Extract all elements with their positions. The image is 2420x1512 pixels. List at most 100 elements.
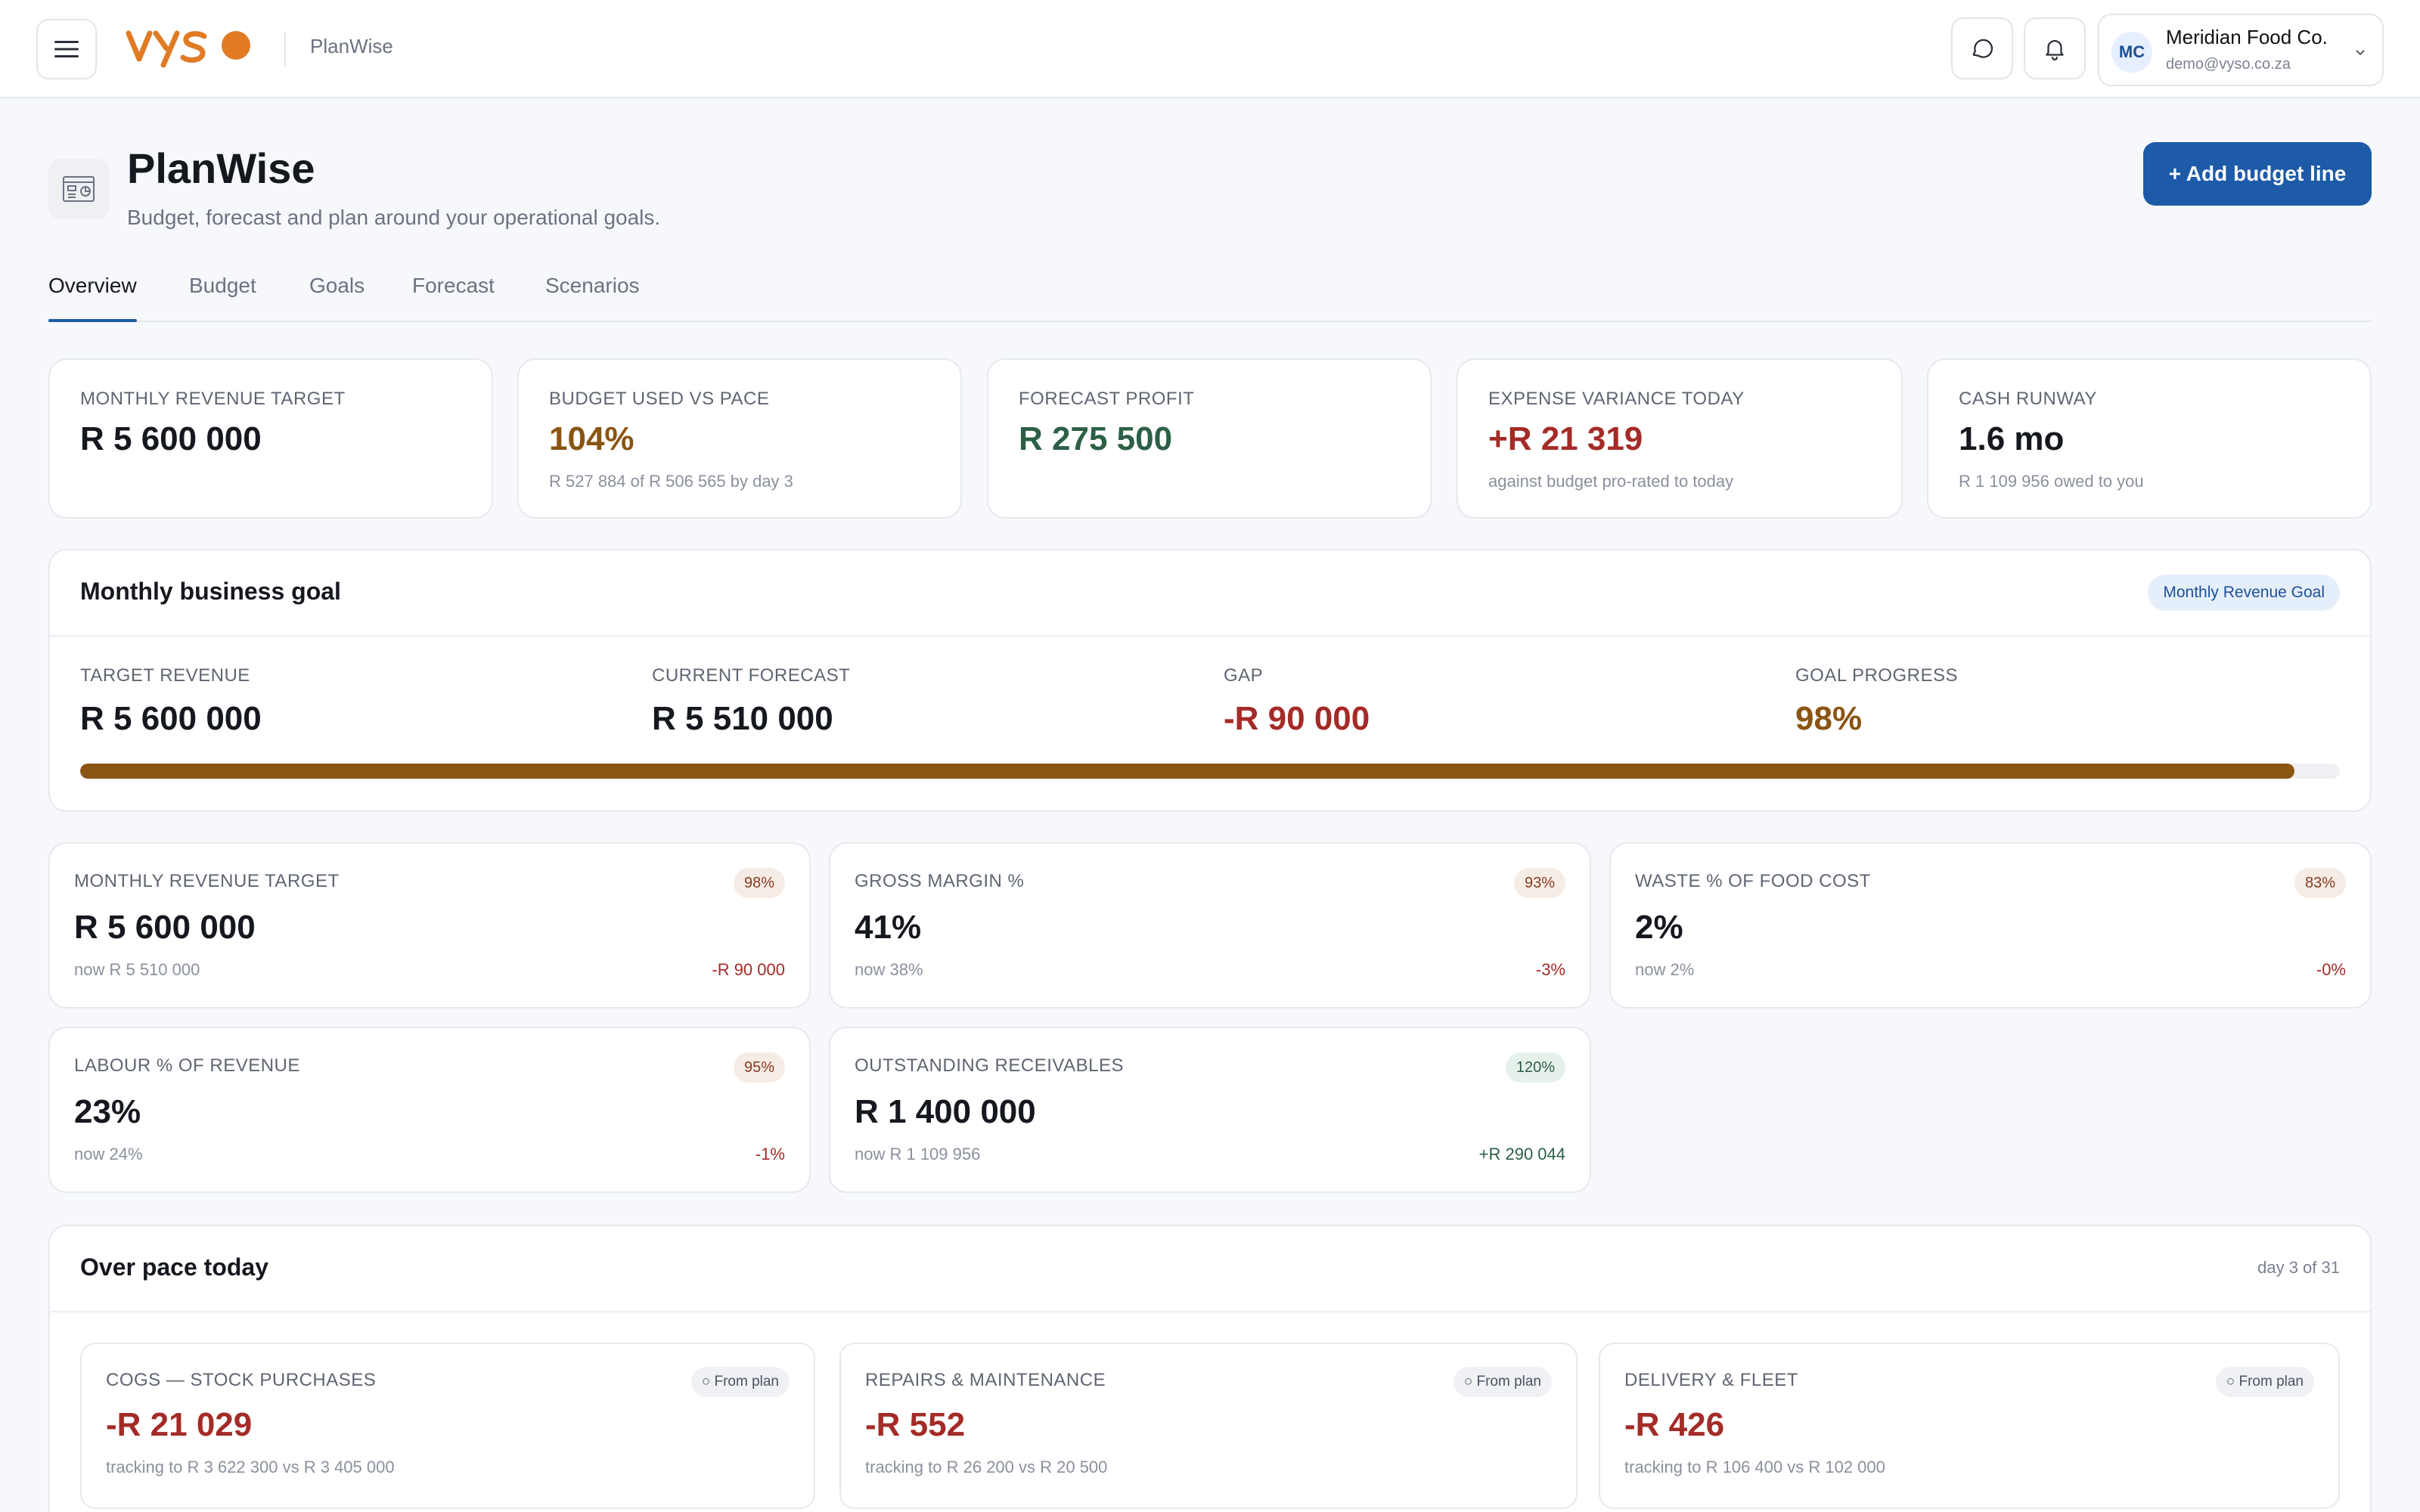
- metric-current: now 38%: [855, 960, 923, 979]
- tab-forecast[interactable]: Forecast: [412, 274, 495, 297]
- tab-overview[interactable]: Overview: [48, 274, 137, 322]
- metric-label: GROSS MARGIN %: [855, 871, 1025, 891]
- kpi-label: BUDGET USED VS PACE: [549, 389, 770, 409]
- monthly-goal-card: Monthly business goal Monthly Revenue Go…: [48, 549, 2372, 812]
- add-budget-line-button[interactable]: + Add budget line: [2143, 142, 2372, 206]
- goal-value: R 5 600 000: [80, 700, 262, 737]
- pace-item-value: -R 426: [1624, 1406, 1725, 1443]
- kpi-value: R 5 600 000: [80, 420, 262, 457]
- goal-label: TARGET REVENUE: [80, 665, 250, 686]
- tab-bar: Overview Budget Goals Forecast Scenarios: [48, 274, 2372, 322]
- metric-value: 41%: [855, 909, 922, 946]
- kpi-label: FORECAST PROFIT: [1019, 389, 1195, 409]
- kpi-label: MONTHLY REVENUE TARGET: [80, 389, 346, 409]
- goal-label: CURRENT FORECAST: [652, 665, 851, 686]
- metric-value: 2%: [1635, 909, 1683, 946]
- tab-budget[interactable]: Budget: [189, 274, 256, 297]
- kpi-card-revenue-target: MONTHLY REVENUE TARGET R 5 600 000: [48, 358, 493, 519]
- metric-progress-badge: 83%: [2294, 868, 2346, 898]
- metric-progress-badge: 98%: [733, 868, 785, 898]
- menu-button[interactable]: [36, 19, 97, 79]
- pace-item-tracking: tracking to R 106 400 vs R 102 000: [1624, 1458, 1885, 1476]
- planwise-app-icon: [48, 159, 109, 219]
- notifications-button[interactable]: [2024, 17, 2086, 79]
- goal-label: GAP: [1224, 665, 1264, 686]
- metric-delta: +R 290 044: [1478, 1145, 1565, 1163]
- chevron-down-icon: [2356, 50, 2365, 55]
- goal-current-forecast: CURRENT FORECAST R 5 510 000: [652, 665, 850, 738]
- section-title: Over pace today: [80, 1253, 268, 1281]
- pace-item-repairs[interactable]: REPAIRS & MAINTENANCE ○ From plan -R 552…: [839, 1343, 1578, 1509]
- pace-item-tracking: tracking to R 3 622 300 vs R 3 405 000: [106, 1458, 395, 1476]
- tab-goals[interactable]: Goals: [309, 274, 365, 297]
- metric-current: now R 5 510 000: [74, 960, 200, 979]
- kpi-label: CASH RUNWAY: [1959, 389, 2097, 409]
- goal-value: -R 90 000: [1224, 700, 1370, 737]
- metric-value: R 5 600 000: [74, 909, 256, 946]
- goal-label: GOAL PROGRESS: [1795, 665, 1958, 686]
- avatar: MC: [2111, 32, 2152, 73]
- metric-card-gross-margin[interactable]: GROSS MARGIN % 93% 41% now 38% -3%: [829, 842, 1591, 1009]
- metric-value: R 1 400 000: [855, 1093, 1036, 1130]
- kpi-label: EXPENSE VARIANCE TODAY: [1488, 389, 1745, 409]
- day-counter: day 3 of 31: [2257, 1258, 2340, 1277]
- page-title: PlanWise: [127, 144, 315, 192]
- kpi-value: 1.6 mo: [1959, 420, 2065, 457]
- goal-value: 98%: [1795, 700, 1863, 737]
- account-email: demo@vyso.co.za: [2166, 56, 2291, 73]
- metric-value: 23%: [74, 1093, 141, 1130]
- kpi-card-cash-runway: CASH RUNWAY 1.6 mo R 1 109 956 owed to y…: [1927, 358, 2372, 519]
- kpi-subtext: against budget pro-rated to today: [1488, 472, 1734, 491]
- over-pace-card: Over pace today day 3 of 31 COGS — STOCK…: [48, 1225, 2372, 1512]
- goal-progress-fill: [80, 764, 2295, 779]
- metric-card-revenue-target[interactable]: MONTHLY REVENUE TARGET 98% R 5 600 000 n…: [48, 842, 811, 1009]
- chat-icon: [1972, 39, 1993, 58]
- pace-item-label: COGS — STOCK PURCHASES: [106, 1370, 377, 1390]
- metric-label: LABOUR % OF REVENUE: [74, 1055, 300, 1076]
- metric-delta: -R 90 000: [712, 960, 785, 979]
- pace-item-tracking: tracking to R 26 200 vs R 20 500: [865, 1458, 1108, 1476]
- metric-card-receivables[interactable]: OUTSTANDING RECEIVABLES 120% R 1 400 000…: [829, 1027, 1591, 1193]
- metric-current: now 24%: [74, 1145, 143, 1163]
- metric-current: now R 1 109 956: [855, 1145, 981, 1163]
- account-switcher[interactable]: MC Meridian Food Co. demo@vyso.co.za: [2098, 14, 2384, 86]
- pace-item-delivery[interactable]: DELIVERY & FLEET ○ From plan -R 426 trac…: [1599, 1343, 2340, 1509]
- kpi-card-budget-pace: BUDGET USED VS PACE 104% R 527 884 of R …: [517, 358, 962, 519]
- metric-delta: -0%: [2316, 960, 2346, 979]
- kpi-subtext: R 1 109 956 owed to you: [1959, 472, 2144, 491]
- kpi-subtext: R 527 884 of R 506 565 by day 3: [549, 472, 793, 491]
- metric-label: WASTE % OF FOOD COST: [1635, 871, 1871, 891]
- metric-delta: -1%: [755, 1145, 785, 1163]
- app-breadcrumb[interactable]: PlanWise: [310, 35, 393, 57]
- kpi-value: +R 21 319: [1488, 420, 1643, 457]
- kpi-value: R 275 500: [1019, 420, 1173, 457]
- metric-card-waste[interactable]: WASTE % OF FOOD COST 83% 2% now 2% -0%: [1609, 842, 2372, 1009]
- goal-value: R 5 510 000: [652, 700, 833, 737]
- pace-item-label: DELIVERY & FLEET: [1624, 1370, 1798, 1390]
- metric-label: MONTHLY REVENUE TARGET: [74, 871, 340, 891]
- vyso-logo[interactable]: [126, 23, 257, 71]
- page-subtitle: Budget, forecast and plan around your op…: [127, 206, 661, 229]
- dashboard-icon: [63, 176, 95, 202]
- metric-progress-badge: 93%: [1513, 868, 1565, 898]
- goal-target-revenue: TARGET REVENUE R 5 600 000: [80, 665, 262, 738]
- goal-gap: GAP -R 90 000: [1224, 665, 1370, 738]
- goal-progress: GOAL PROGRESS 98%: [1795, 665, 1958, 738]
- tab-scenarios[interactable]: Scenarios: [545, 274, 640, 297]
- top-bar: PlanWise MC Meridian Food Co. demo@vyso.…: [0, 0, 2420, 98]
- metric-current: now 2%: [1635, 960, 1695, 979]
- header-divider: [284, 32, 286, 67]
- goal-type-badge[interactable]: Monthly Revenue Goal: [2148, 575, 2340, 611]
- account-name: Meridian Food Co.: [2166, 26, 2328, 48]
- section-title: Monthly business goal: [80, 578, 341, 605]
- pace-item-label: REPAIRS & MAINTENANCE: [865, 1370, 1106, 1390]
- metric-card-labour[interactable]: LABOUR % OF REVENUE 95% 23% now 24% -1%: [48, 1027, 811, 1193]
- metric-progress-badge: 95%: [733, 1052, 785, 1083]
- pace-item-cogs[interactable]: COGS — STOCK PURCHASES ○ From plan -R 21…: [80, 1343, 815, 1509]
- bell-icon: [2046, 40, 2064, 60]
- kpi-card-expense-variance: EXPENSE VARIANCE TODAY +R 21 319 against…: [1457, 358, 1903, 519]
- chat-button[interactable]: [1951, 17, 2013, 79]
- metric-label: OUTSTANDING RECEIVABLES: [855, 1055, 1125, 1076]
- section-divider: [50, 1311, 2370, 1312]
- from-plan-badge: ○ From plan: [2215, 1367, 2314, 1397]
